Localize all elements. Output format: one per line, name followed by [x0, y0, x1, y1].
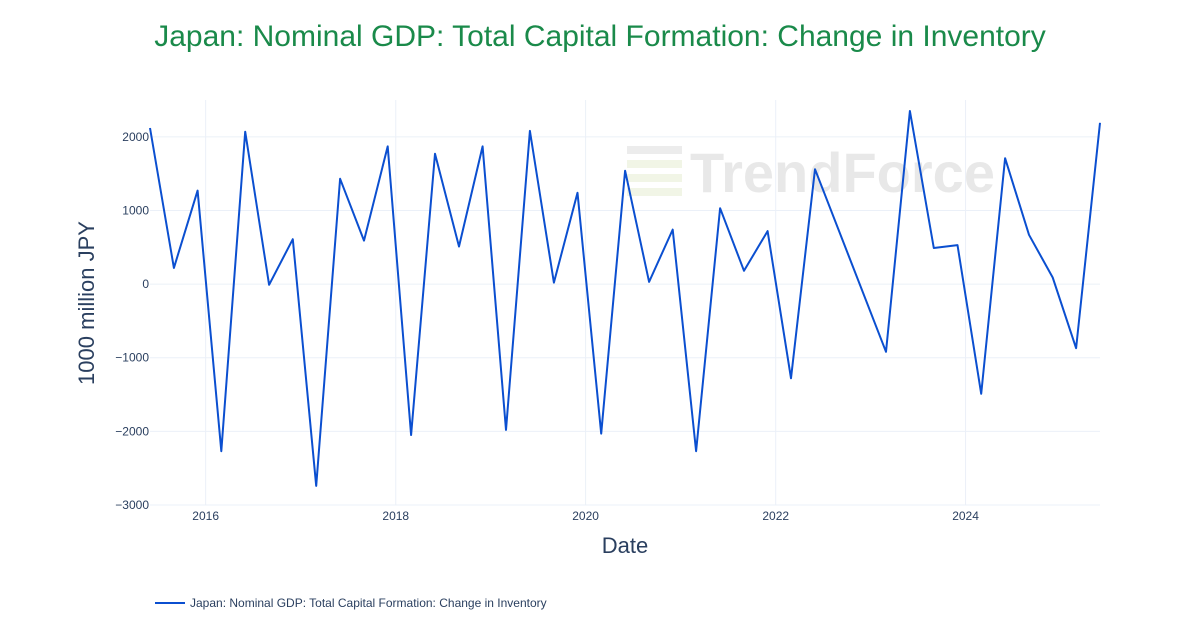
data-point: [646, 279, 652, 285]
data-point: [765, 228, 771, 234]
data-point: [503, 427, 509, 433]
data-point: [788, 375, 794, 381]
svg-text:TrendForce: TrendForce: [690, 141, 995, 204]
data-point: [670, 227, 676, 233]
x-tick-label: 2024: [952, 509, 979, 523]
y-tick-label: 1000: [122, 203, 149, 217]
data-point: [1026, 232, 1032, 238]
data-point: [361, 238, 367, 244]
data-point: [337, 176, 343, 182]
x-tick-label: 2020: [572, 509, 599, 523]
tick-layer: 2000 1000 0 −1000 −2000 −3000 2016 2018 2020 2022…: [115, 130, 979, 523]
data-point: [978, 391, 984, 397]
data-point: [812, 166, 818, 172]
y-tick-label: 2000: [122, 130, 149, 144]
data-point: [432, 151, 438, 157]
data-point: [741, 268, 747, 274]
data-point: [907, 108, 913, 114]
watermark-logo: TrendForce: [627, 141, 995, 204]
y-tick-label: −1000: [115, 351, 149, 365]
data-point: [575, 190, 581, 196]
legend: Japan: Nominal GDP: Total Capital Format…: [155, 596, 547, 610]
data-point: [883, 349, 889, 355]
data-point: [693, 448, 699, 454]
data-point: [242, 129, 248, 135]
y-tick-label: −3000: [115, 498, 149, 512]
x-tick-label: 2022: [762, 509, 789, 523]
data-point: [551, 280, 557, 286]
legend-swatch: [155, 602, 185, 604]
data-point: [955, 242, 961, 248]
data-point: [622, 168, 628, 174]
data-point: [266, 282, 272, 288]
data-point: [931, 245, 937, 251]
y-axis-title: 1000 million JPY: [74, 221, 99, 385]
data-point: [408, 432, 414, 438]
grid-layer: [150, 100, 1100, 506]
data-point: [456, 244, 462, 250]
data-point: [480, 143, 486, 149]
data-point: [1073, 345, 1079, 351]
y-tick-label: −2000: [115, 424, 149, 438]
y-tick-label: 0: [142, 277, 149, 291]
data-point: [717, 205, 723, 211]
chart-title: Japan: Nominal GDP: Total Capital Format…: [154, 20, 1046, 53]
data-point: [1097, 120, 1103, 126]
series-layer: [147, 108, 1103, 489]
data-point: [598, 431, 604, 437]
data-point: [313, 483, 319, 489]
data-point: [527, 128, 533, 134]
data-point: [195, 188, 201, 194]
data-point: [385, 143, 391, 149]
data-point: [1050, 275, 1056, 281]
data-point: [1002, 155, 1008, 161]
series-line: [149, 110, 1101, 487]
data-point: [171, 265, 177, 271]
legend-label: Japan: Nominal GDP: Total Capital Format…: [190, 596, 547, 610]
x-axis-title: Date: [602, 533, 648, 558]
data-point: [218, 448, 224, 454]
x-tick-label: 2018: [382, 509, 409, 523]
data-point: [147, 125, 153, 131]
x-tick-label: 2016: [192, 509, 219, 523]
data-point: [290, 236, 296, 242]
